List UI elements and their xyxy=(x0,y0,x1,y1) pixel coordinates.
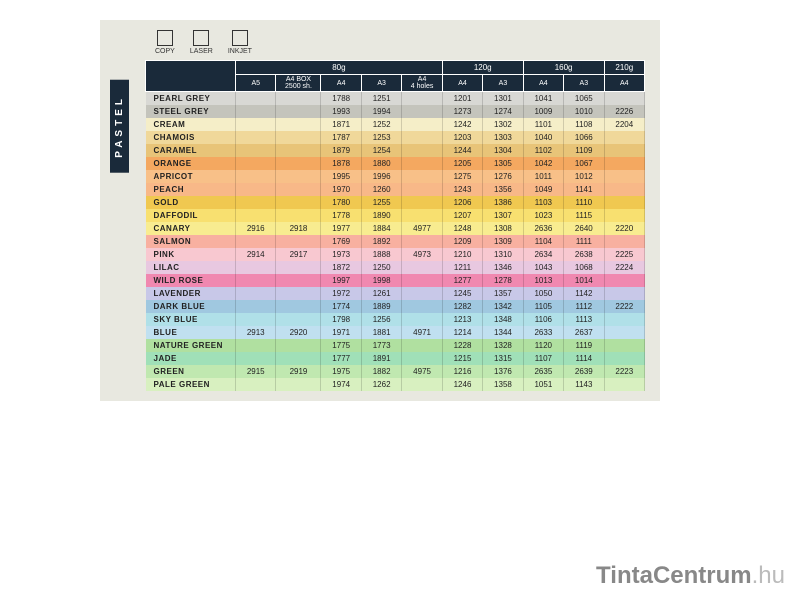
color-row: NATURE GREEN177517731228132811201119 xyxy=(146,339,645,352)
printer-icon: INKJET xyxy=(228,30,252,55)
color-row: CANARY2916291819771884497712481308263626… xyxy=(146,222,645,235)
color-row: APRICOT199519961275127610111012 xyxy=(146,170,645,183)
color-row: DARK BLUE1774188912821342110511122222 xyxy=(146,300,645,313)
color-row: WILD ROSE199719981277127810131014 xyxy=(146,274,645,287)
color-row: CREAM1871125212421302110111082204 xyxy=(146,118,645,131)
color-row: ORANGE187818801205130510421067 xyxy=(146,157,645,170)
color-row: SALMON176918921209130911041111 xyxy=(146,235,645,248)
color-row: LILAC1872125012111346104310682224 xyxy=(146,261,645,274)
color-row: DAFFODIL177818901207130710231115 xyxy=(146,209,645,222)
color-row: SKY BLUE179812561213134811061113 xyxy=(146,313,645,326)
category-label: PASTEL xyxy=(110,80,129,173)
printer-icon: LASER xyxy=(190,30,213,55)
color-row: GOLD178012551206138611031110 xyxy=(146,196,645,209)
printer-icons: COPY LASER INKJET xyxy=(155,30,645,55)
color-row: CARAMEL187912541244130411021109 xyxy=(146,144,645,157)
watermark: TintaCentrum.hu xyxy=(596,562,785,590)
color-row: GREEN29152919197518824975121613762635263… xyxy=(146,365,645,378)
table-body: PEARL GREY178812511201130110411065STEEL … xyxy=(146,92,645,392)
color-row: PEARL GREY178812511201130110411065 xyxy=(146,92,645,106)
color-row: PALE GREEN197412621246135810511143 xyxy=(146,378,645,391)
color-row: BLUE291329201971188149711214134426332637 xyxy=(146,326,645,339)
color-table: 80g120g160g210gA5A4 BOX2500 sh.A4A3A44 h… xyxy=(145,60,645,391)
color-row: STEEL GREY1993199412731274100910102226 xyxy=(146,105,645,118)
table-head: 80g120g160g210gA5A4 BOX2500 sh.A4A3A44 h… xyxy=(146,61,645,92)
color-row: PINK291429171973188849731210131026342638… xyxy=(146,248,645,261)
color-row: CHAMOIS178712531203130310401066 xyxy=(146,131,645,144)
color-row: PEACH197012601243135610491141 xyxy=(146,183,645,196)
color-row: LAVENDER197212611245135710501142 xyxy=(146,287,645,300)
printer-icon: COPY xyxy=(155,30,175,55)
color-row: JADE177718911215131511071114 xyxy=(146,352,645,365)
paper-chart: PASTEL COPY LASER INKJET 80g120g160g210gA5… xyxy=(100,20,660,401)
